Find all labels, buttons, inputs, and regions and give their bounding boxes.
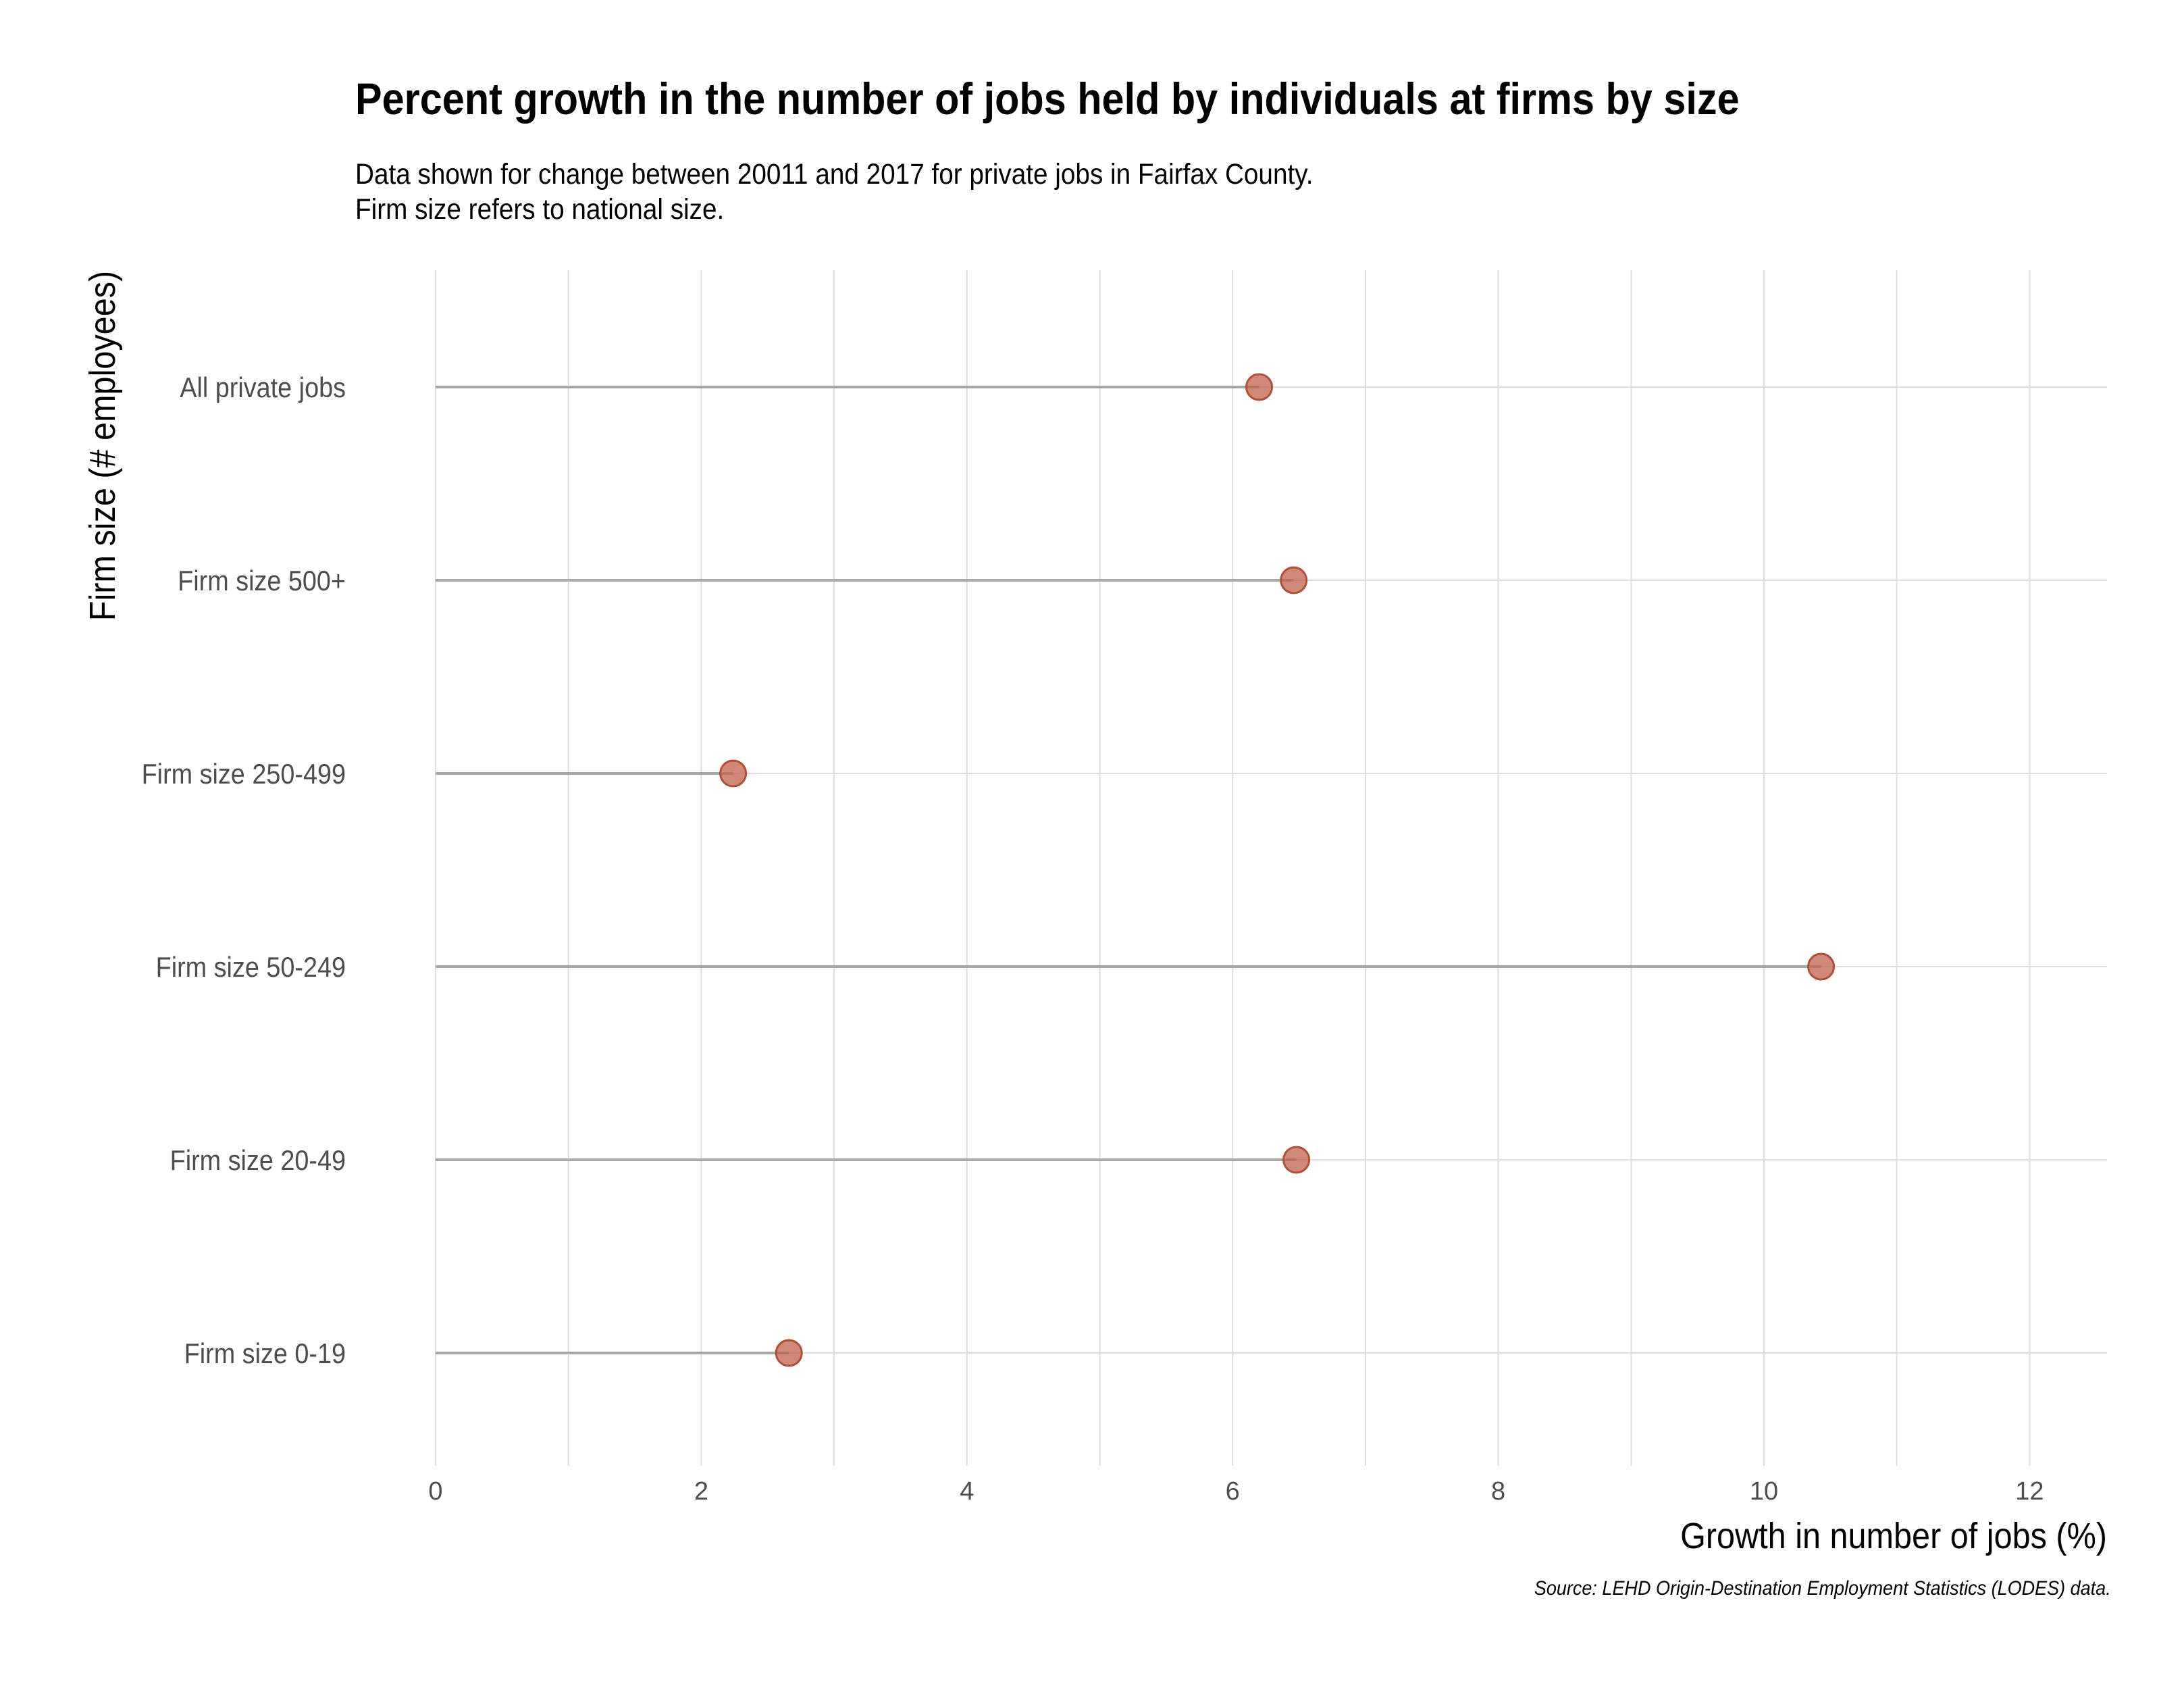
y-tick-label: All private jobs (180, 372, 346, 403)
x-tick-label: 2 (694, 1477, 708, 1506)
x-tick-label: 4 (960, 1477, 974, 1506)
y-tick-label: Firm size 500+ (178, 565, 346, 596)
subtitle-line-1: Data shown for change between 20011 and … (355, 158, 1314, 190)
data-point (1807, 952, 1836, 981)
y-tick-label: Firm size 50-249 (156, 952, 346, 983)
x-tick-label: 6 (1226, 1477, 1240, 1506)
data-points (719, 373, 1836, 1367)
data-point (719, 759, 748, 788)
x-axis-ticks: 0 2 4 6 8 10 12 (428, 1477, 2044, 1506)
y-tick-label: Firm size 250-499 (142, 759, 346, 790)
x-tick-label: 8 (1491, 1477, 1505, 1506)
stems (436, 386, 1821, 1354)
source-caption: Source: LEHD Origin-Destination Employme… (1534, 1577, 2111, 1600)
y-axis-title: Firm size (# employees) (82, 271, 123, 621)
x-tick-label: 12 (2015, 1477, 2044, 1506)
x-tick-label: 10 (1750, 1477, 1778, 1506)
y-tick-label: Firm size 20-49 (170, 1145, 346, 1176)
data-point (775, 1339, 803, 1367)
chart-subtitle: Data shown for change between 20011 and … (355, 157, 1313, 227)
chart-title: Percent growth in the number of jobs hel… (355, 74, 1740, 124)
data-point (1245, 373, 1274, 401)
data-point (1280, 566, 1308, 594)
subtitle-line-2: Firm size refers to national size. (355, 193, 725, 226)
x-tick-label: 0 (428, 1477, 442, 1506)
grid-lines (435, 270, 2107, 1466)
y-tick-label: Firm size 0-19 (184, 1338, 346, 1369)
y-axis-ticks: All private jobs Firm size 500+ Firm size … (142, 372, 346, 1369)
x-axis-title: Growth in number of jobs (%) (1680, 1515, 2107, 1556)
data-point (1282, 1146, 1311, 1174)
